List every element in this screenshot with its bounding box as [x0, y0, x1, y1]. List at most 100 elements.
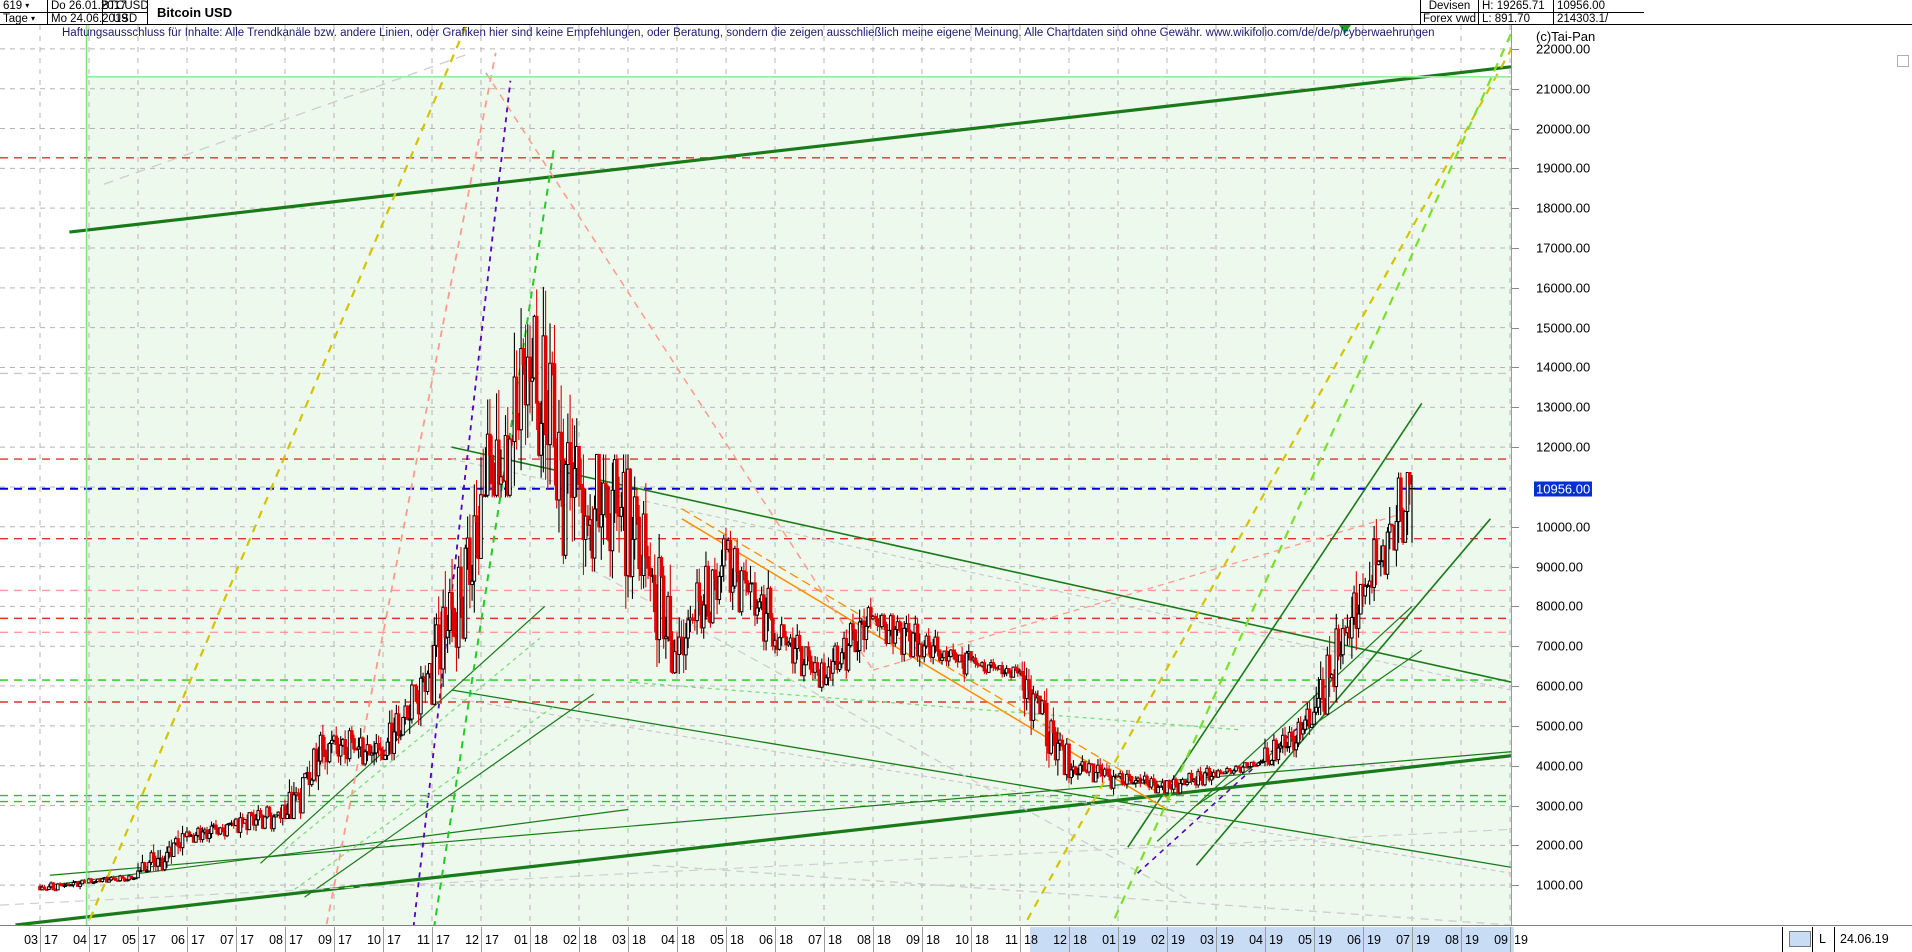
date-from-row: Do 26.01.2017	[48, 0, 126, 12]
last-price-row: 10956.00	[1554, 0, 1644, 12]
date-from-value: Do 26.01.2017	[51, 0, 127, 12]
date-axis-month: 03	[1200, 933, 1214, 947]
interval-row[interactable]: Tage ▾	[0, 12, 47, 25]
date-axis-tick	[383, 927, 384, 952]
price-axis-tick	[1512, 88, 1519, 90]
date-axis-tick	[1118, 927, 1119, 952]
price-axis-label: 19000.00	[1536, 160, 1591, 176]
price-axis-label: 20000.00	[1536, 121, 1591, 137]
date-axis-month: 05	[710, 933, 724, 947]
date-axis-year: 19	[1465, 933, 1479, 947]
chevron-down-icon[interactable]: ▾	[25, 1, 30, 10]
date-axis-month: 09	[906, 933, 920, 947]
bars-interval-cell[interactable]: 619 ▾ Tage ▾	[0, 0, 48, 25]
price-axis-label: 18000.00	[1536, 200, 1591, 216]
price-axis-label: 22000.00	[1536, 41, 1591, 57]
high-row: H: 19265.71	[1479, 0, 1553, 12]
toolbar-divider	[1420, 0, 1421, 24]
date-axis-tick	[1167, 927, 1168, 952]
date-axis-year: 19	[1269, 933, 1283, 947]
date-axis-month: 07	[220, 933, 234, 947]
source-value: Forex vwd	[1422, 12, 1477, 25]
price-axis-label: 3000.00	[1536, 798, 1583, 814]
date-axis-year: 19	[1514, 933, 1528, 947]
price-chart-svg[interactable]	[0, 25, 1511, 925]
market-value: Devisen	[1428, 0, 1471, 12]
date-axis-divider-3	[1834, 927, 1835, 952]
date-axis-year: 17	[485, 933, 499, 947]
date-axis-tick	[1461, 927, 1462, 952]
date-axis-month: 11	[417, 933, 430, 947]
date-axis-month: 02	[1151, 933, 1165, 947]
date-to-value: Mo 24.06.2019	[51, 12, 128, 25]
volume-value: 214303.1/	[1557, 12, 1609, 25]
price-axis-label: 10000.00	[1536, 519, 1591, 535]
price-axis-tick	[1512, 845, 1519, 847]
ohlc-candlesticks	[38, 286, 1415, 892]
current-price-label: 10956.00	[1534, 481, 1593, 497]
chart-plot-area[interactable]	[0, 25, 1511, 925]
date-axis-year: 17	[289, 933, 303, 947]
price-axis-label: 6000.00	[1536, 678, 1583, 694]
date-axis-month: 08	[857, 933, 871, 947]
price-axis-label: 17000.00	[1536, 240, 1591, 256]
date-axis-month: 04	[1249, 933, 1263, 947]
date-axis-tick	[628, 927, 629, 952]
date-axis-month: 07	[808, 933, 822, 947]
price-axis[interactable]: (c)Tai-Pan 22000.00 21000.00 20000.00 19000…	[1511, 25, 1912, 925]
date-axis-month: 08	[269, 933, 283, 947]
high-value: H: 19265.71	[1482, 0, 1545, 12]
chevron-down-icon[interactable]: ▾	[30, 13, 35, 23]
axis-settings-box[interactable]	[1897, 55, 1909, 67]
date-axis-month: 09	[318, 933, 332, 947]
date-axis-tick	[89, 927, 90, 952]
bars-count-row[interactable]: 619 ▾	[0, 0, 47, 12]
date-axis[interactable]: 03 17 04 17 05 17 06 17 07 17 08 17 09 17 10 17 11 17 12 17…	[0, 925, 1912, 952]
price-axis-label: 15000.00	[1536, 320, 1591, 336]
date-axis-tick	[187, 927, 188, 952]
date-axis-year: 18	[877, 933, 891, 947]
date-axis-tick	[285, 927, 286, 952]
date-axis-tick	[1069, 927, 1070, 952]
date-axis-month: 05	[1298, 933, 1312, 947]
disclaimer-text: Haftungsausschluss für Inhalte: Alle Tre…	[62, 27, 1435, 39]
volume-row: 214303.1/	[1554, 12, 1644, 25]
page-title: Bitcoin USD	[157, 4, 233, 20]
vertical-region-markers	[85, 25, 1511, 925]
date-axis-tick	[579, 927, 580, 952]
date-axis-month: 03	[24, 933, 38, 947]
price-axis-tick	[1512, 526, 1519, 528]
top-toolbar: 619 ▾ Tage ▾ Do 26.01.2017 Mo 24.06.2019…	[0, 0, 1912, 25]
price-axis-label: 13000.00	[1536, 399, 1591, 415]
date-axis-tick	[334, 927, 335, 952]
date-to-row: Mo 24.06.2019	[48, 12, 128, 25]
date-axis-month: 06	[1347, 933, 1361, 947]
date-range-cell[interactable]: Do 26.01.2017 Mo 24.06.2019	[48, 0, 128, 25]
date-axis-year: 17	[338, 933, 352, 947]
date-axis-year: 17	[240, 933, 254, 947]
date-axis-tick	[775, 927, 776, 952]
source-row: Forex vwd	[1421, 12, 1478, 25]
date-axis-year: 19	[1171, 933, 1185, 947]
date-axis-month: 12	[465, 933, 479, 947]
price-axis-tick	[1512, 646, 1519, 648]
date-axis-tick	[138, 927, 139, 952]
price-axis-tick	[1512, 367, 1519, 369]
price-axis-label: 7000.00	[1536, 638, 1583, 654]
price-axis-label: 4000.00	[1536, 758, 1583, 774]
market-row: Devisen	[1421, 0, 1478, 12]
date-axis-month: 05	[122, 933, 136, 947]
price-axis-tick	[1512, 407, 1519, 409]
date-axis-month: 10	[955, 933, 969, 947]
date-axis-tick	[1216, 927, 1217, 952]
date-axis-year: 17	[191, 933, 205, 947]
price-axis-tick	[1512, 566, 1519, 568]
date-axis-year: 19	[1367, 933, 1381, 947]
price-axis-tick	[1512, 447, 1519, 449]
date-axis-month: 04	[661, 933, 675, 947]
market-cell: Devisen Forex vwd	[1421, 0, 1479, 25]
date-axis-tick	[726, 927, 727, 952]
bars-count-value: 619	[3, 0, 23, 12]
symbol-cell[interactable]: BTCUSD USD	[101, 0, 149, 25]
date-axis-year: 18	[828, 933, 842, 947]
